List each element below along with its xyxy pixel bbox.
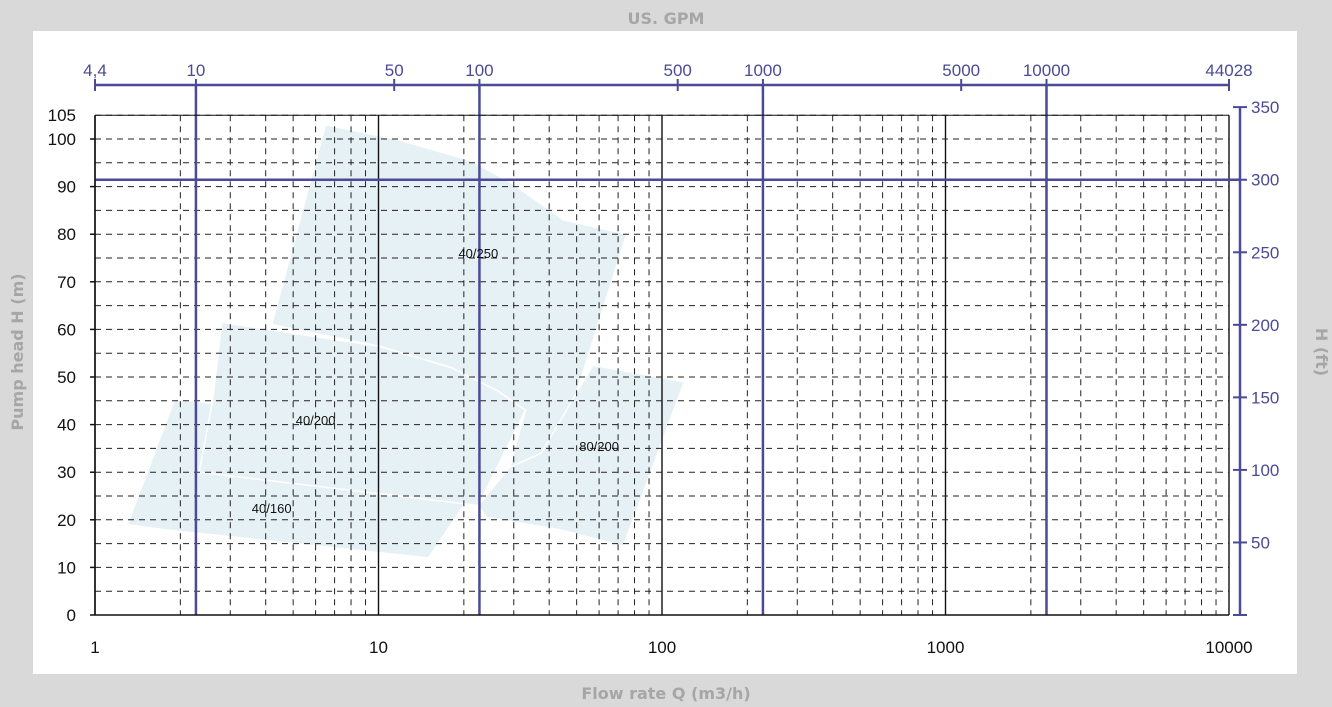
y-axis-title: Pump head H (m) bbox=[8, 273, 27, 430]
y-tick-label: 10 bbox=[57, 558, 76, 577]
region-label: 40/200 bbox=[296, 413, 336, 428]
x-tick-labels: 1 10 100 1000 10000 bbox=[90, 638, 1252, 657]
y2-axis-title: H (ft) bbox=[1312, 328, 1331, 376]
top-tick-label: 44028 bbox=[1205, 61, 1252, 80]
y-tick-label: 90 bbox=[57, 178, 76, 197]
curve-region-labels: 40/160 40/250 80/200 40/200 bbox=[252, 246, 619, 516]
right-tick-label: 50 bbox=[1251, 533, 1270, 552]
top-tick-label: 10000 bbox=[1023, 61, 1070, 80]
secondary-unit-grid-lines bbox=[95, 85, 1240, 615]
curve-regions bbox=[126, 123, 686, 559]
right-feet-tick-labels: 50 100 150 200 250 300 350 bbox=[1233, 98, 1279, 552]
top-tick-label: 5000 bbox=[942, 61, 980, 80]
right-tick-label: 300 bbox=[1251, 171, 1279, 190]
top-gpm-tick-labels: 4,4 10 50 100 500 1000 5000 10000 44028 bbox=[83, 61, 1253, 91]
y-tick-label: 70 bbox=[57, 273, 76, 292]
y-tick-label: 100 bbox=[48, 130, 76, 149]
right-tick-label: 150 bbox=[1251, 388, 1279, 407]
x-tick-label: 100 bbox=[648, 638, 676, 657]
top-tick-label: 100 bbox=[465, 61, 493, 80]
y-tick-label: 30 bbox=[57, 463, 76, 482]
top-tick-label: 500 bbox=[664, 61, 692, 80]
x-tick-label: 1000 bbox=[927, 638, 965, 657]
y-tick-labels: 0 10 20 30 40 50 60 70 80 90 100 105 bbox=[48, 106, 76, 625]
x-axis-title: Flow rate Q (m3/h) bbox=[581, 684, 750, 703]
top-axis-title: US. GPM bbox=[628, 9, 705, 28]
x-tick-label: 1 bbox=[90, 638, 99, 657]
top-tick-label: 10 bbox=[186, 61, 205, 80]
x-tick-label: 10 bbox=[369, 638, 388, 657]
y-tick-label: 105 bbox=[48, 106, 76, 125]
y-tick-label: 0 bbox=[67, 606, 76, 625]
right-tick-label: 200 bbox=[1251, 316, 1279, 335]
top-tick-label: 1000 bbox=[744, 61, 782, 80]
right-tick-label: 350 bbox=[1251, 98, 1279, 117]
y-tick-label: 80 bbox=[57, 225, 76, 244]
axes bbox=[90, 83, 1247, 616]
y-tick-label: 50 bbox=[57, 368, 76, 387]
region-label: 80/200 bbox=[579, 439, 619, 454]
y-tick-label: 60 bbox=[57, 320, 76, 339]
region-80-200 bbox=[477, 364, 686, 547]
top-tick-label: 4,4 bbox=[83, 61, 107, 80]
region-label: 40/250 bbox=[458, 246, 498, 261]
top-tick-label: 50 bbox=[385, 61, 404, 80]
y-tick-label: 20 bbox=[57, 511, 76, 530]
right-tick-label: 100 bbox=[1251, 461, 1279, 480]
region-label: 40/160 bbox=[252, 501, 292, 516]
y-tick-label: 40 bbox=[57, 416, 76, 435]
right-tick-label: 250 bbox=[1251, 243, 1279, 262]
x-tick-label: 10000 bbox=[1205, 638, 1252, 657]
